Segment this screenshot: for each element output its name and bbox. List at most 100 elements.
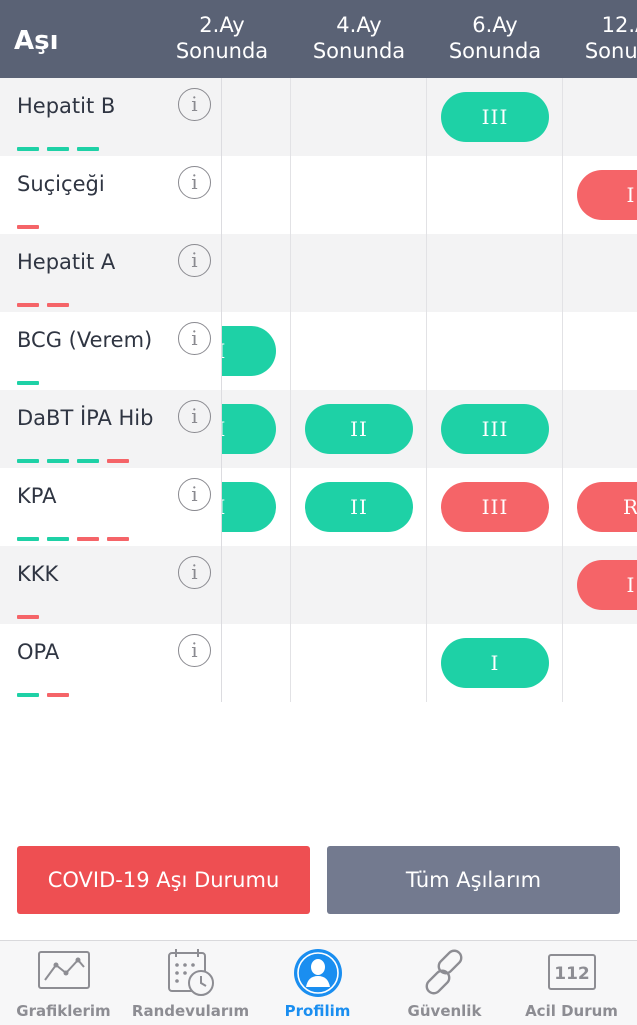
dose-progress-dashes	[17, 214, 47, 229]
tab-acil-durum[interactable]: 112 Acil Durum	[508, 941, 635, 1025]
info-icon[interactable]: i	[178, 478, 211, 511]
info-icon[interactable]: i	[178, 556, 211, 589]
emergency-112-icon: 112	[548, 954, 596, 990]
dose-pill[interactable]: III	[441, 482, 549, 532]
info-icon[interactable]: i	[178, 88, 211, 121]
column-header-suffix: Sonunda	[312, 39, 406, 63]
dose-pill[interactable]: I	[577, 170, 637, 220]
dose-dash-red	[47, 693, 69, 697]
vaccine-cell: OPA i	[0, 624, 222, 702]
dose-dash-green	[77, 147, 99, 151]
column-header-age: 4.Ay	[336, 13, 382, 37]
vaccine-name: Hepatit A	[17, 250, 116, 274]
vaccine-name: KPA	[17, 484, 57, 508]
dose-dash-red	[107, 537, 129, 541]
link-icon	[425, 949, 463, 995]
dose-pill[interactable]: II	[305, 404, 413, 454]
vaccine-row: KKK i I	[0, 546, 637, 624]
dose-dash-green	[17, 381, 39, 385]
dose-progress-dashes	[17, 526, 137, 541]
grid-divider	[426, 78, 427, 702]
vaccine-row: Hepatit A i	[0, 234, 637, 312]
dose-pill[interactable]: I	[577, 560, 637, 610]
dose-progress-dashes	[17, 136, 107, 151]
grid-divider	[290, 78, 291, 702]
vaccine-cell: Hepatit B i	[0, 78, 222, 156]
dose-dash-green	[17, 459, 39, 463]
vaccine-cell: KKK i	[0, 546, 222, 624]
column-header: 4.Ay Sonunda	[291, 12, 427, 64]
dose-dash-red	[17, 303, 39, 307]
column-header-suffix: Sonunda	[175, 39, 269, 63]
vaccine-cell: BCG (Verem) i	[0, 312, 222, 390]
dose-pill[interactable]: II	[305, 482, 413, 532]
dose-dash-green	[17, 537, 39, 541]
dose-dash-red	[17, 615, 39, 619]
tab-grafiklerim[interactable]: Grafiklerim	[0, 941, 127, 1025]
dose-progress-dashes	[17, 604, 47, 619]
tab-label: Randevularım	[131, 1002, 250, 1020]
vaccine-name: Hepatit B	[17, 94, 116, 118]
grid-divider	[562, 78, 563, 702]
vaccine-name: Suçiçeği	[17, 172, 105, 196]
tab-guvenlik[interactable]: Güvenlik	[381, 941, 508, 1025]
all-vaccines-button[interactable]: Tüm Aşılarım	[327, 846, 620, 914]
column-header-age: 6.Ay	[472, 13, 518, 37]
dose-pill[interactable]: I	[441, 638, 549, 688]
dose-dash-green	[47, 459, 69, 463]
column-header-suffix: Sonunda	[448, 39, 542, 63]
dose-dash-red	[47, 303, 69, 307]
dose-dash-red	[17, 225, 39, 229]
vaccine-row: Suçiçeği i I	[0, 156, 637, 234]
column-header: 2.Ay Sonunda	[154, 12, 290, 64]
vaccine-row: Hepatit B i III	[0, 78, 637, 156]
column-header: 6.Ay Sonunda	[427, 12, 563, 64]
info-icon[interactable]: i	[178, 322, 211, 355]
dose-dash-green	[47, 147, 69, 151]
vaccine-cell: KPA i	[0, 468, 222, 546]
dose-pill[interactable]: R	[577, 482, 637, 532]
vaccine-row: OPA i I	[0, 624, 637, 702]
tab-randevularim[interactable]: Randevularım	[127, 941, 254, 1025]
covid-status-button[interactable]: COVID-19 Aşı Durumu	[17, 846, 310, 914]
dose-dash-green	[17, 693, 39, 697]
column-header-suffix: Sonunda	[584, 39, 637, 63]
header-bar: 2.AySonunda4.AySonunda6.AySonunda12.AySo…	[0, 0, 637, 78]
page-title: Aşı	[14, 26, 59, 56]
vaccine-name: BCG (Verem)	[17, 328, 153, 352]
dose-dash-red	[107, 459, 129, 463]
column-header-age: 12.Ay	[601, 13, 637, 37]
vaccine-name: DaBT İPA Hib	[17, 406, 154, 430]
tab-label: Profilim	[284, 1002, 351, 1020]
tab-label: Güvenlik	[407, 1002, 482, 1020]
vaccine-row: KPA i I II III R	[0, 468, 637, 546]
vaccine-row: DaBT İPA Hib i I II III	[0, 390, 637, 468]
vaccine-cell: DaBT İPA Hib i	[0, 390, 222, 468]
dose-progress-dashes	[17, 682, 77, 697]
dose-progress-dashes	[17, 448, 137, 463]
info-icon[interactable]: i	[178, 634, 211, 667]
column-header-age: 2.Ay	[199, 13, 245, 37]
dose-pill[interactable]: III	[441, 92, 549, 142]
vaccine-cell: Suçiçeği i	[0, 156, 222, 234]
emergency-number: 112	[554, 964, 590, 984]
dose-pill[interactable]: III	[441, 404, 549, 454]
dose-dash-green	[47, 537, 69, 541]
tab-profilim[interactable]: Profilim	[254, 941, 381, 1025]
tab-bar: Grafiklerim Randevularım Profilim Güve	[0, 940, 637, 1025]
vaccine-name: OPA	[17, 640, 60, 664]
info-icon[interactable]: i	[178, 166, 211, 199]
calendar-clock-icon	[168, 949, 214, 996]
tab-label: Grafiklerim	[16, 1002, 111, 1020]
profile-icon	[294, 949, 342, 997]
vaccine-cell: Hepatit A i	[0, 234, 222, 312]
info-icon[interactable]: i	[178, 244, 211, 277]
dose-progress-dashes	[17, 370, 47, 385]
vaccine-row: BCG (Verem) i I	[0, 312, 637, 390]
info-icon[interactable]: i	[178, 400, 211, 433]
dose-dash-green	[77, 459, 99, 463]
tab-label: Acil Durum	[525, 1002, 618, 1020]
dose-dash-green	[17, 147, 39, 151]
